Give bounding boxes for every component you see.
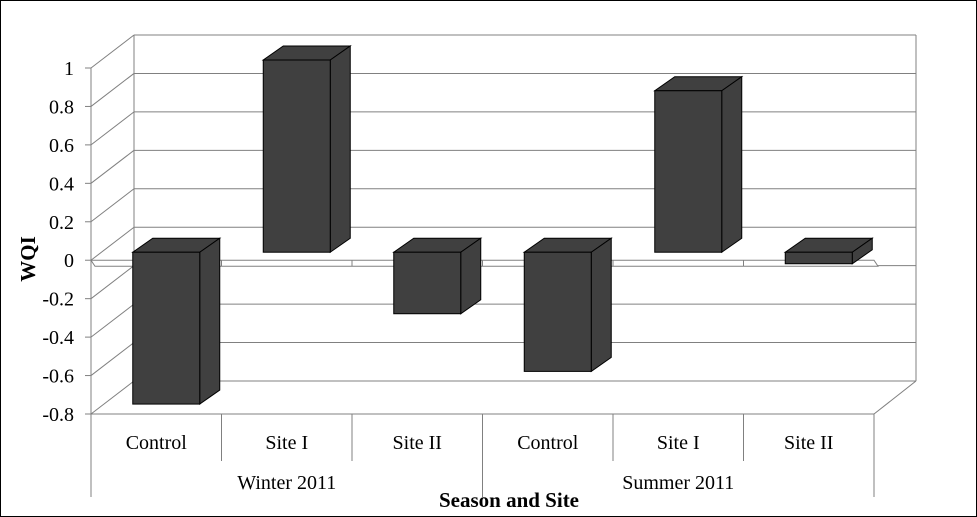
x-category-labels: Control Site I Site II Control Site I Site II… (126, 432, 834, 494)
y-tick-label: 0.6 (49, 135, 74, 157)
y-tick-label: -0.6 (42, 366, 74, 388)
bar-front-face (523, 251, 592, 372)
gridline-side (90, 73, 135, 107)
y-axis-title: WQI (16, 236, 40, 282)
bar (261, 45, 352, 254)
gridline-side (90, 149, 135, 184)
category-label: Control (517, 432, 579, 454)
y-tick-label: 0 (64, 250, 74, 272)
bar-front-face (393, 251, 462, 315)
bars (131, 45, 874, 406)
bar (653, 75, 744, 254)
y-tick-label: 0.8 (49, 96, 74, 118)
category-label: Site I (265, 432, 308, 454)
bar-side-face (460, 237, 482, 315)
gridline-side (90, 303, 135, 338)
group-label: Summer 2011 (622, 472, 734, 494)
x-axis-title: Season and Site (439, 488, 579, 512)
axes (85, 67, 879, 497)
y-tick-label: 0.2 (49, 212, 74, 234)
y-tick-label: -0.4 (42, 327, 74, 349)
gridline-side (90, 226, 135, 261)
y-tick-labels: -0.8 -0.6 -0.4 -0.2 0 0.2 0.4 0.6 0.8 1 (42, 58, 74, 426)
y-tick-label: -0.2 (42, 289, 74, 311)
gridline-side (90, 265, 135, 300)
category-label: Site II (393, 432, 442, 454)
bar (392, 237, 483, 315)
bar-front-face (132, 251, 201, 405)
bar (783, 237, 874, 265)
gridline-side (90, 111, 135, 146)
y-tick-label: 1 (64, 58, 74, 80)
group-label: Winter 2011 (237, 472, 336, 494)
category-label: Site I (657, 432, 700, 454)
bar-front-face (654, 90, 723, 253)
floor-right-edge (873, 380, 917, 415)
bar-side-face (590, 237, 612, 373)
bar-front-face (262, 59, 331, 253)
bar-side-face (199, 237, 221, 406)
category-label: Control (126, 432, 188, 454)
category-label: Site II (784, 432, 833, 454)
bar-side-face (721, 75, 743, 254)
bar (131, 237, 222, 406)
gridline-side (90, 34, 135, 69)
bar-front-face (784, 251, 853, 265)
bar (522, 237, 613, 373)
y-tick-label: 0.4 (49, 173, 74, 195)
y-tick-label: -0.8 (42, 404, 74, 426)
gridline-side (90, 188, 135, 223)
bar-side-face (329, 45, 351, 254)
gridline-side (90, 380, 135, 415)
gridline-side (90, 342, 135, 376)
